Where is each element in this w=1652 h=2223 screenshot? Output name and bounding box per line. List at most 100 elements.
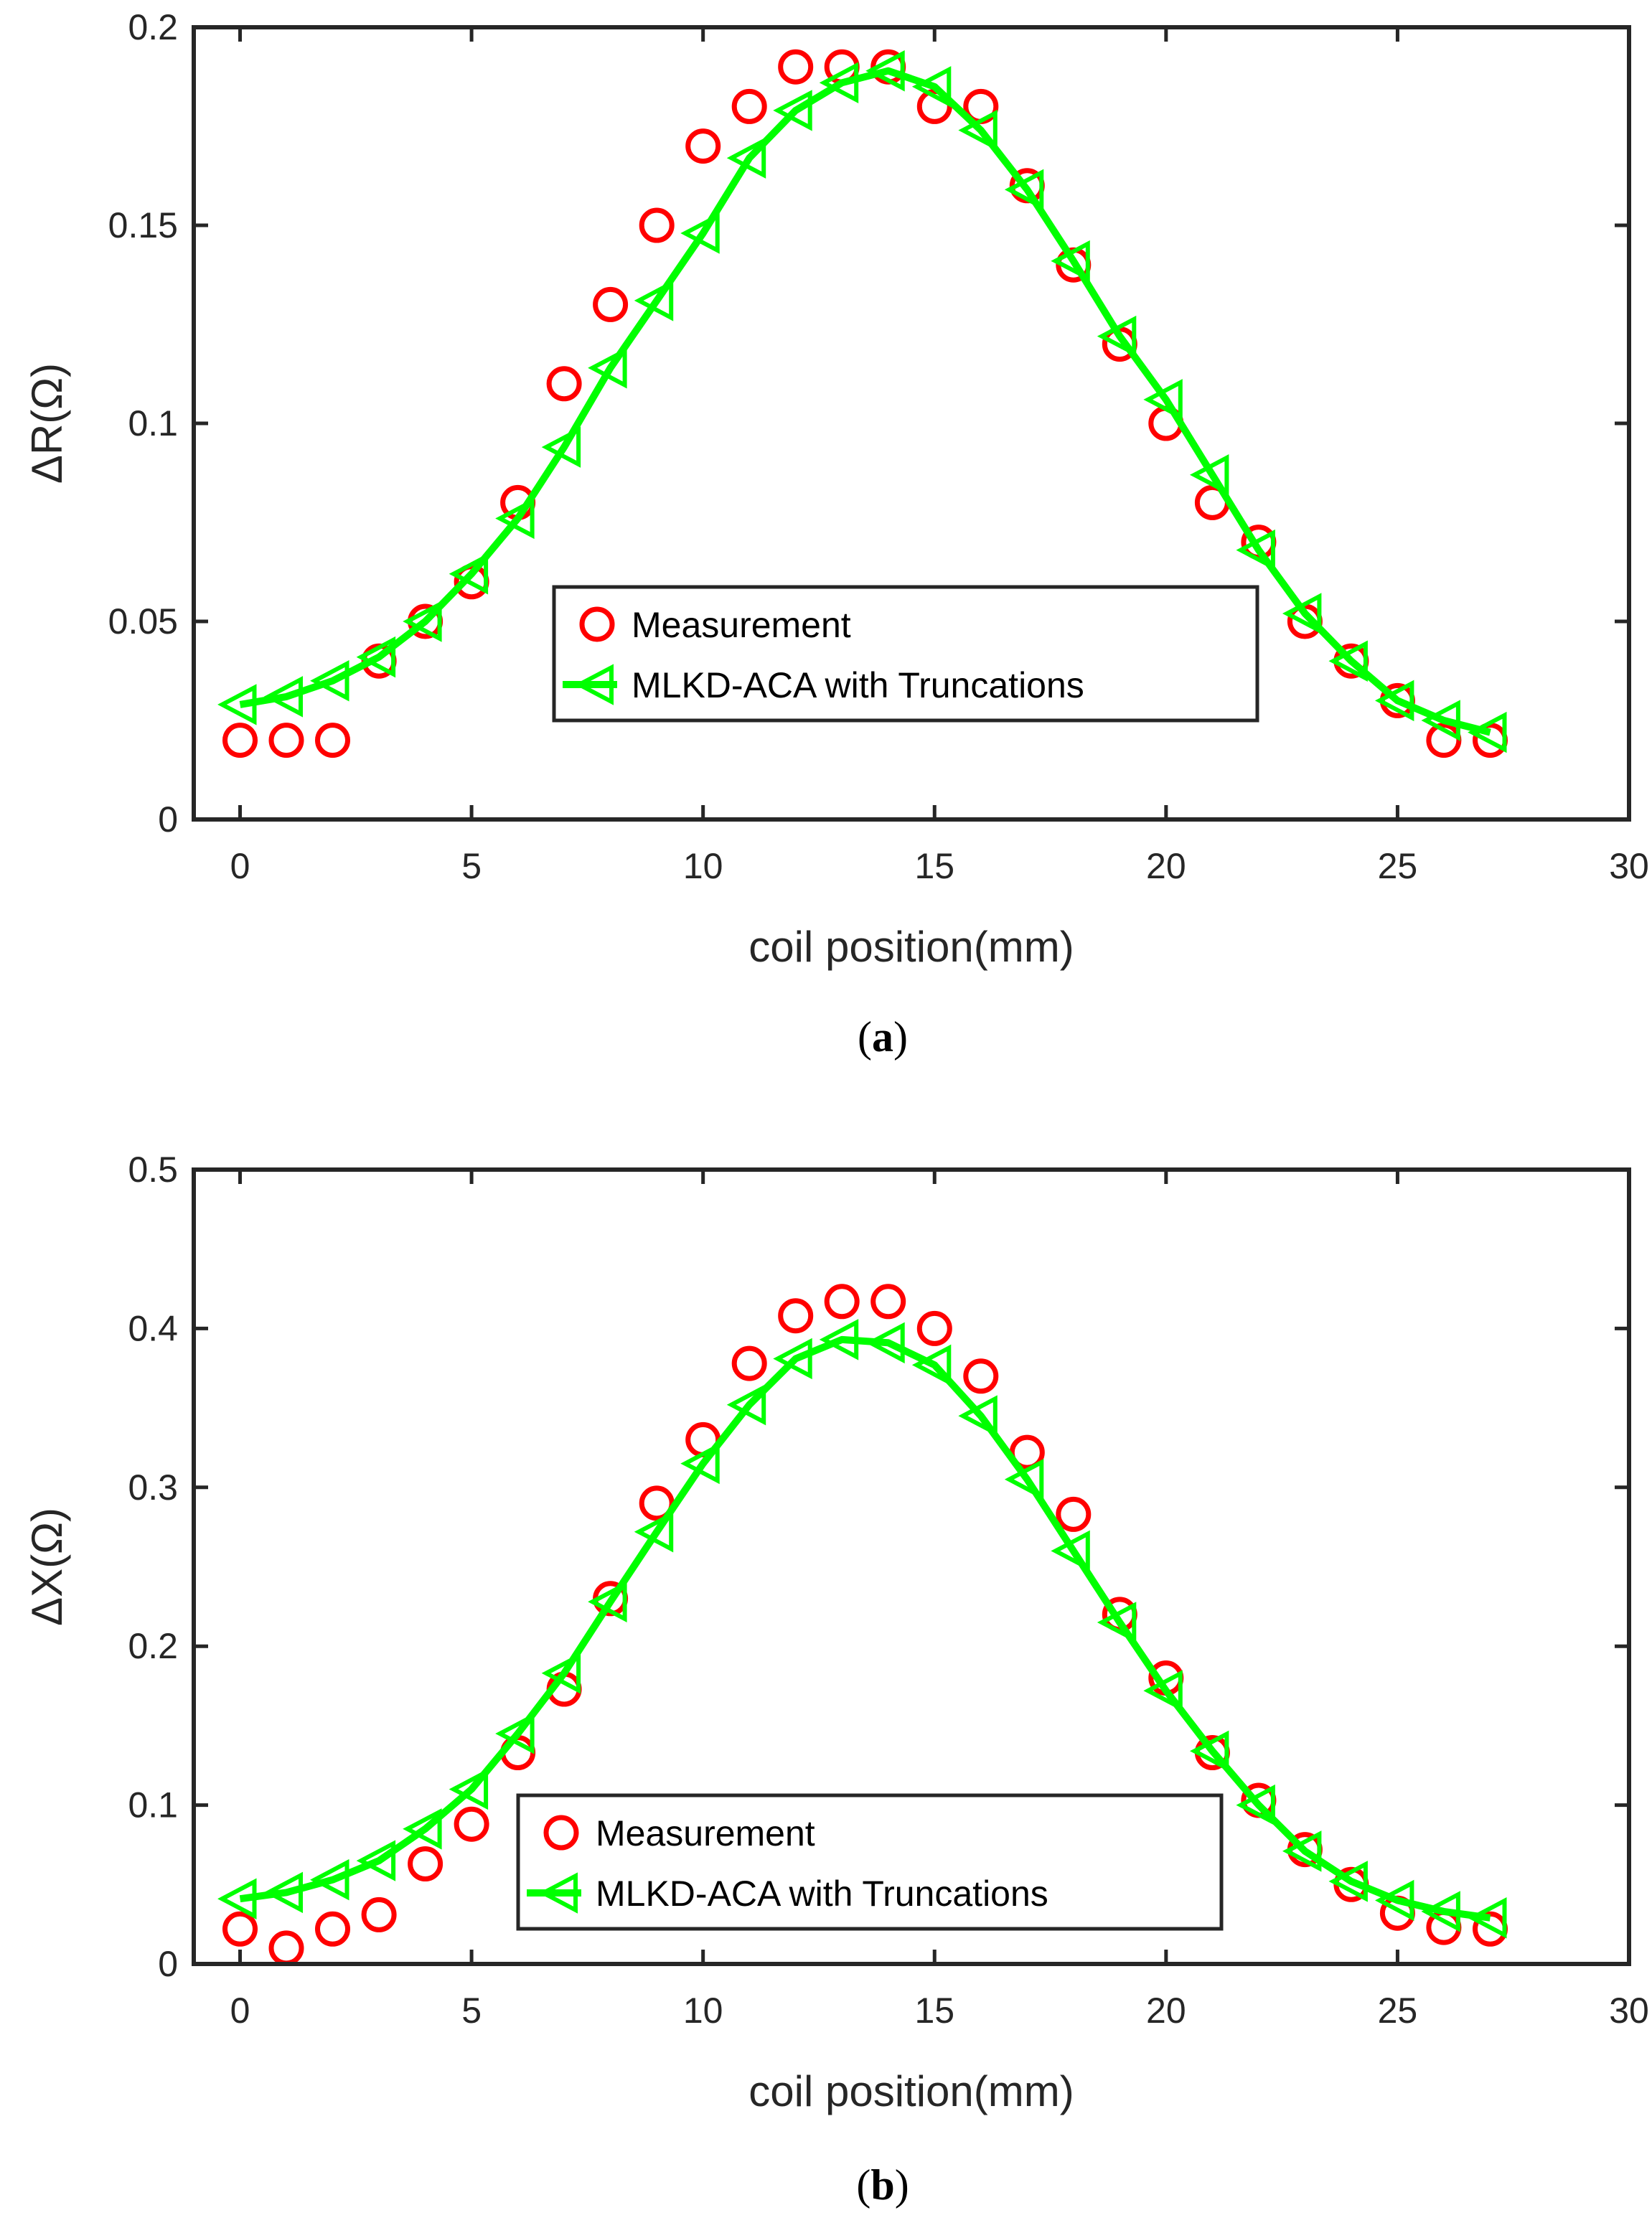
data-point-triangle <box>819 62 859 103</box>
legend-circle-marker <box>579 606 615 642</box>
data-point-triangle <box>588 1581 627 1622</box>
series-mlkd-aca <box>217 50 1507 753</box>
x-tick-label: 5 <box>461 1991 482 2031</box>
data-point-triangle <box>1236 529 1275 571</box>
x-tick-label: 20 <box>1146 1991 1186 2031</box>
legend: Measurement MLKD-ACA with Truncations <box>516 1793 1224 1931</box>
y-tick-label: 0.1 <box>128 1785 178 1825</box>
data-point-circle <box>916 1310 952 1346</box>
y-tick-label: 0.4 <box>128 1308 178 1348</box>
data-point-circle <box>870 1284 906 1320</box>
legend-box <box>552 585 1259 723</box>
legend-circle-marker <box>543 1815 579 1851</box>
data-point-circle <box>315 1911 350 1947</box>
data-point-triangle <box>1189 1730 1229 1772</box>
data-point-triangle <box>1189 454 1229 496</box>
x-tick-label: 0 <box>230 1991 250 2031</box>
x-tick-label: 5 <box>461 846 482 886</box>
y-tick-label: 0 <box>158 1944 178 1984</box>
y-tick-label: 0.5 <box>128 1150 178 1190</box>
chart-panel-a: 0 5 10 15 20 25 30 0 0.05 0.1 0.15 0.2 coil position… <box>23 7 1649 1061</box>
data-point-triangle <box>865 50 905 92</box>
data-point-triangle <box>1097 1602 1137 1643</box>
data-point-triangle <box>263 1871 303 1914</box>
data-point-triangle <box>1468 1897 1507 1939</box>
data-point-circle <box>222 1911 258 1947</box>
x-axis-label: coil position(mm) <box>748 2067 1074 2115</box>
data-point-triangle <box>1143 379 1183 420</box>
x-tick-label: 0 <box>230 846 250 886</box>
x-tick-label: 25 <box>1378 846 1418 886</box>
data-point-triangle <box>217 684 257 725</box>
data-point-triangle <box>1328 640 1368 682</box>
y-axis-label: ΔR(Ω) <box>23 363 71 484</box>
legend-label: MLKD-ACA with Truncations <box>596 1874 1048 1914</box>
legend-label: Measurement <box>596 1813 815 1853</box>
data-point-triangle <box>356 1840 396 1881</box>
data-point-triangle <box>449 553 489 595</box>
x-axis-label: coil position(mm) <box>748 923 1074 971</box>
data-point-circle <box>639 207 675 243</box>
data-point-triangle <box>310 660 349 702</box>
series-mlkd-aca <box>217 1319 1507 1939</box>
data-point-triangle <box>865 1322 905 1364</box>
data-point-triangle <box>541 1653 581 1694</box>
data-point-circle <box>593 286 629 322</box>
x-tick-label: 10 <box>683 846 723 886</box>
data-point-triangle <box>819 1319 859 1360</box>
legend-label: MLKD-ACA with Truncations <box>632 665 1084 705</box>
data-point-circle <box>778 1298 814 1334</box>
data-point-triangle <box>1097 315 1137 357</box>
y-tick-label: 0.05 <box>108 601 178 641</box>
data-point-triangle <box>1282 1830 1322 1872</box>
x-tick-label: 10 <box>683 1991 723 2031</box>
data-point-triangle <box>680 1442 720 1485</box>
data-point-triangle <box>1421 700 1460 741</box>
legend: Measurement MLKD-ACA with Truncations <box>552 585 1259 723</box>
x-tick-label: 15 <box>914 1991 954 2031</box>
axes-box <box>192 1167 1631 1966</box>
data-point-circle <box>546 366 582 402</box>
data-point-triangle <box>541 426 581 468</box>
x-tick-label: 30 <box>1609 1991 1649 2031</box>
data-point-triangle <box>958 109 998 151</box>
panel-caption: (b) <box>856 2161 909 2209</box>
y-tick-label: 0.3 <box>128 1467 178 1508</box>
data-point-triangle <box>1374 1879 1414 1922</box>
data-point-triangle <box>1004 169 1044 211</box>
y-axis-label: ΔX(Ω) <box>23 1508 71 1626</box>
data-point-triangle <box>263 676 303 718</box>
legend-triangle-marker <box>538 1872 578 1914</box>
data-point-circle <box>222 723 258 758</box>
data-point-triangle <box>449 1768 489 1810</box>
data-point-triangle <box>217 1878 257 1919</box>
data-point-triangle <box>726 1383 766 1426</box>
data-point-circle <box>731 1345 767 1381</box>
data-point-triangle <box>726 137 766 179</box>
legend-triangle-marker <box>574 664 614 705</box>
series-line <box>239 67 1491 736</box>
x-tick-label: 30 <box>1609 846 1649 886</box>
data-point-circle <box>315 723 350 758</box>
data-point-triangle <box>403 1808 442 1850</box>
data-point-triangle <box>495 497 535 540</box>
data-point-triangle <box>958 1395 998 1437</box>
series-line <box>239 1335 1491 1922</box>
data-point-circle <box>963 1358 999 1394</box>
data-point-triangle <box>1004 1459 1044 1500</box>
data-point-circle <box>1009 1434 1045 1470</box>
data-point-circle <box>268 723 304 758</box>
x-tick-label: 15 <box>914 846 954 886</box>
data-point-triangle <box>680 212 720 254</box>
data-point-triangle <box>634 1511 674 1553</box>
data-point-circle <box>1056 1496 1092 1532</box>
data-point-triangle <box>1236 1784 1275 1826</box>
y-tick-label: 0.15 <box>108 205 178 245</box>
data-point-triangle <box>634 280 674 321</box>
panel-caption: (a) <box>858 1013 908 1061</box>
legend-label: Measurement <box>632 605 851 645</box>
data-point-circle <box>778 49 814 85</box>
data-point-triangle <box>911 1344 952 1386</box>
data-point-circle <box>824 1284 860 1320</box>
data-point-triangle <box>1328 1861 1368 1902</box>
